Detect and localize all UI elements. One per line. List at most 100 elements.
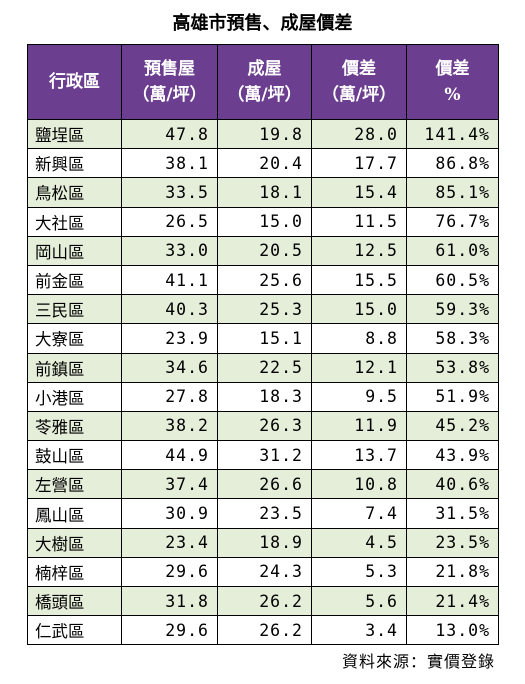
table-row: 大寮區 23.9 15.1 8.8 58.3% — [27, 323, 499, 354]
cell-existing: 26.2 — [217, 615, 312, 646]
cell-existing: 23.5 — [217, 498, 312, 529]
cell-pct: 31.5% — [406, 498, 499, 529]
header-row: 行政區 預售屋 （萬/坪） 成屋 （萬/坪） 價差 （萬/坪） 價差% — [27, 44, 499, 120]
cell-presale: 26.5 — [121, 206, 218, 237]
header-presale-unit: （萬/坪） — [132, 85, 207, 105]
table-body: 鹽埕區 47.8 19.8 28.0 141.4% 新興區 38.1 20.4 17.7 86.8… — [27, 118, 499, 646]
cell-presale: 29.6 — [121, 556, 218, 588]
table-row: 橋頭區 31.8 26.2 5.6 21.4% — [27, 585, 499, 617]
table-row: 大社區 26.5 15.0 11.5 76.7% — [27, 206, 499, 237]
cell-diff: 15.4 — [311, 177, 407, 208]
table-row: 小港區 27.8 18.3 9.5 51.9% — [27, 381, 499, 412]
cell-diff: 4.5 — [311, 527, 407, 558]
cell-pct: 141.4% — [406, 118, 499, 150]
cell-existing: 20.4 — [217, 148, 312, 179]
cell-pct: 76.7% — [406, 206, 499, 237]
cell-existing: 26.3 — [217, 410, 312, 442]
cell-presale: 38.2 — [121, 410, 218, 442]
cell-district: 三民區 — [27, 294, 122, 325]
cell-diff: 3.4 — [311, 615, 407, 646]
cell-presale: 34.6 — [121, 352, 218, 383]
cell-presale: 44.9 — [121, 440, 218, 471]
cell-presale: 23.4 — [121, 527, 218, 558]
cell-diff: 12.1 — [311, 352, 407, 383]
cell-district: 前鎮區 — [27, 352, 122, 383]
cell-district: 鼓山區 — [27, 440, 122, 471]
cell-presale: 23.9 — [121, 323, 218, 354]
cell-existing: 18.3 — [217, 381, 312, 412]
cell-presale: 40.3 — [121, 294, 218, 325]
cell-district: 大寮區 — [27, 323, 122, 354]
cell-district: 鳥松區 — [27, 177, 122, 208]
table-row: 大樹區 23.4 18.9 4.5 23.5% — [27, 527, 499, 558]
cell-pct: 53.8% — [406, 352, 499, 383]
cell-existing: 15.1 — [217, 323, 312, 354]
header-presale: 預售屋 （萬/坪） — [121, 44, 218, 120]
cell-existing: 22.5 — [217, 352, 312, 383]
table-title: 高雄市預售、成屋價差 — [172, 13, 353, 34]
cell-pct: 21.8% — [406, 556, 499, 588]
cell-district: 大社區 — [27, 206, 122, 237]
cell-diff: 12.5 — [311, 235, 407, 266]
cell-pct: 61.0% — [406, 235, 499, 266]
cell-district: 岡山區 — [27, 235, 122, 266]
cell-diff: 15.5 — [311, 264, 407, 296]
cell-diff: 7.4 — [311, 498, 407, 529]
cell-presale: 30.9 — [121, 498, 218, 529]
cell-district: 鹽埕區 — [27, 118, 122, 150]
cell-presale: 37.4 — [121, 469, 218, 500]
cell-district: 橋頭區 — [27, 585, 122, 617]
price-table: 行政區 預售屋 （萬/坪） 成屋 （萬/坪） 價差 （萬/坪） 價差% 鹽埕區 47.8… — [27, 44, 499, 646]
table-row: 左營區 37.4 26.6 10.8 40.6% — [27, 469, 499, 500]
cell-presale: 31.8 — [121, 585, 218, 617]
cell-existing: 18.1 — [217, 177, 312, 208]
cell-diff: 11.5 — [311, 206, 407, 237]
table-row: 前金區 41.1 25.6 15.5 60.5% — [27, 264, 499, 296]
cell-existing: 26.6 — [217, 469, 312, 500]
cell-presale: 38.1 — [121, 148, 218, 179]
header-district: 行政區 — [27, 44, 122, 120]
header-diff: 價差 （萬/坪） — [311, 44, 407, 120]
cell-pct: 58.3% — [406, 323, 499, 354]
header-presale-label: 預售屋 — [144, 59, 195, 79]
cell-pct: 60.5% — [406, 264, 499, 296]
cell-diff: 17.7 — [311, 148, 407, 179]
header-existing: 成屋 （萬/坪） — [217, 44, 312, 120]
cell-district: 新興區 — [27, 148, 122, 179]
cell-presale: 33.0 — [121, 235, 218, 266]
table-row: 楠梓區 29.6 24.3 5.3 21.8% — [27, 556, 499, 588]
header-pct: 價差% — [406, 44, 499, 120]
cell-diff: 10.8 — [311, 469, 407, 500]
table-row: 岡山區 33.0 20.5 12.5 61.0% — [27, 235, 499, 266]
table-row: 鼓山區 44.9 31.2 13.7 43.9% — [27, 440, 499, 471]
cell-pct: 86.8% — [406, 148, 499, 179]
table-row: 鳥松區 33.5 18.1 15.4 85.1% — [27, 177, 499, 208]
cell-existing: 19.8 — [217, 118, 312, 150]
cell-pct: 59.3% — [406, 294, 499, 325]
header-existing-unit: （萬/坪） — [227, 85, 302, 105]
cell-presale: 33.5 — [121, 177, 218, 208]
cell-presale: 41.1 — [121, 264, 218, 296]
cell-pct: 23.5% — [406, 527, 499, 558]
source-note: 資料來源：實價登錄 — [341, 652, 495, 671]
cell-presale: 29.6 — [121, 615, 218, 646]
cell-presale: 27.8 — [121, 381, 218, 412]
header-district-label: 行政區 — [49, 72, 100, 92]
cell-existing: 20.5 — [217, 235, 312, 266]
cell-diff: 5.3 — [311, 556, 407, 588]
cell-pct: 13.0% — [406, 615, 499, 646]
cell-district: 大樹區 — [27, 527, 122, 558]
cell-district: 楠梓區 — [27, 556, 122, 588]
cell-existing: 25.6 — [217, 264, 312, 296]
cell-existing: 26.2 — [217, 585, 312, 617]
cell-district: 苓雅區 — [27, 410, 122, 442]
cell-presale: 47.8 — [121, 118, 218, 150]
cell-diff: 8.8 — [311, 323, 407, 354]
cell-pct: 51.9% — [406, 381, 499, 412]
table-row: 鳳山區 30.9 23.5 7.4 31.5% — [27, 498, 499, 529]
cell-diff: 15.0 — [311, 294, 407, 325]
cell-existing: 15.0 — [217, 206, 312, 237]
header-pct-label: 價差 — [435, 59, 470, 79]
table-row: 鹽埕區 47.8 19.8 28.0 141.4% — [27, 118, 499, 150]
cell-existing: 18.9 — [217, 527, 312, 558]
